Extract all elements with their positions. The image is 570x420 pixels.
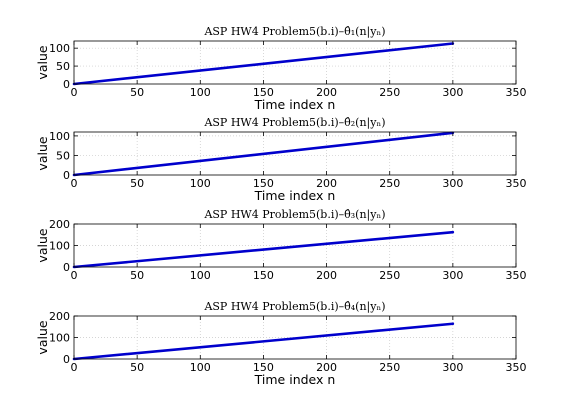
subplot-2: 0 50 100 150 200 250 300 350 0 50 100 ASP HW4 Probl… bbox=[35, 116, 527, 203]
y-tick-label: 200 bbox=[49, 310, 70, 323]
x-tick-label: 100 bbox=[190, 177, 211, 190]
y-tick-label: 50 bbox=[56, 149, 70, 162]
series-line bbox=[72, 131, 455, 177]
x-tick-label: 200 bbox=[316, 361, 337, 374]
x-tick-label: 150 bbox=[253, 177, 274, 190]
x-tick-label: 350 bbox=[506, 177, 527, 190]
y-tick-label: 50 bbox=[56, 60, 70, 73]
axes-box bbox=[73, 131, 517, 176]
x-tick-label: 200 bbox=[316, 177, 337, 190]
y-axis-label: value bbox=[35, 136, 50, 170]
x-tick-label: 350 bbox=[506, 361, 527, 374]
x-tick-label: 250 bbox=[379, 361, 400, 374]
axes-box bbox=[73, 40, 517, 85]
x-axis-label: Time index n bbox=[254, 97, 336, 112]
x-tick-label: 300 bbox=[442, 269, 463, 282]
chart-title: ASP HW4 Problem5(b.i)–θ̂₄(n|yₙ) bbox=[203, 300, 385, 314]
y-tick-label: 0 bbox=[63, 353, 70, 366]
x-tick-label: 300 bbox=[442, 361, 463, 374]
x-tick-label: 0 bbox=[71, 86, 78, 99]
x-tick-label: 0 bbox=[71, 177, 78, 190]
subplot-3: 0 50 100 150 200 250 300 350 0 100 200 ASP HW4 Prob… bbox=[35, 208, 527, 282]
x-axis-label: Time index n bbox=[254, 372, 336, 387]
x-tick-label: 0 bbox=[71, 361, 78, 374]
y-axis-label: value bbox=[35, 228, 50, 262]
y-tick-label: 100 bbox=[49, 240, 70, 253]
y-axis-label: value bbox=[35, 45, 50, 79]
x-tick-label: 100 bbox=[190, 269, 211, 282]
x-tick-label: 50 bbox=[130, 269, 144, 282]
y-tick-label: 100 bbox=[49, 42, 70, 55]
chart-title: ASP HW4 Problem5(b.i)–θ̂₃(n|yₙ) bbox=[203, 208, 385, 222]
x-tick-label: 350 bbox=[506, 269, 527, 282]
y-tick-label: 100 bbox=[49, 332, 70, 345]
x-tick-label: 50 bbox=[130, 86, 144, 99]
x-tick-label: 150 bbox=[253, 86, 274, 99]
y-tick-label: 0 bbox=[63, 261, 70, 274]
subplot-4: 0 50 100 150 200 250 300 350 0 100 200 ASP HW4 Prob… bbox=[35, 300, 527, 387]
series-line bbox=[72, 230, 455, 269]
chart-title: ASP HW4 Problem5(b.i)–θ̂₂(n|yₙ) bbox=[203, 116, 385, 130]
x-tick-label: 50 bbox=[130, 177, 144, 190]
y-axis-label: value bbox=[35, 320, 50, 354]
x-axis-label: Time index n bbox=[254, 188, 336, 203]
x-tick-label: 300 bbox=[442, 86, 463, 99]
x-tick-label: 150 bbox=[253, 269, 274, 282]
y-tick-label: 0 bbox=[63, 169, 70, 182]
x-tick-label: 250 bbox=[379, 269, 400, 282]
x-tick-label: 100 bbox=[190, 361, 211, 374]
x-tick-label: 100 bbox=[190, 86, 211, 99]
x-tick-label: 300 bbox=[442, 177, 463, 190]
x-tick-label: 250 bbox=[379, 177, 400, 190]
y-tick-label: 200 bbox=[49, 218, 70, 231]
series-line bbox=[72, 42, 455, 86]
x-tick-label: 350 bbox=[506, 86, 527, 99]
x-tick-label: 50 bbox=[130, 361, 144, 374]
x-tick-label: 0 bbox=[71, 269, 78, 282]
y-tick-label: 100 bbox=[49, 130, 70, 143]
x-tick-label: 250 bbox=[379, 86, 400, 99]
x-tick-label: 200 bbox=[316, 86, 337, 99]
x-tick-label: 200 bbox=[316, 269, 337, 282]
y-tick-label: 0 bbox=[63, 78, 70, 91]
chart-title: ASP HW4 Problem5(b.i)–θ̂₁(n|yₙ) bbox=[203, 25, 385, 39]
x-tick-label: 150 bbox=[253, 361, 274, 374]
series-line bbox=[72, 322, 455, 361]
